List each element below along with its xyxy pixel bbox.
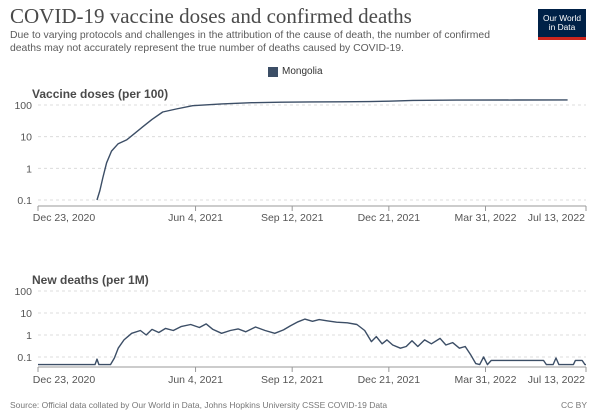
deaths-y-tick-label: 100 xyxy=(14,286,32,298)
vaccine-x-tick-label: Jul 13, 2022 xyxy=(528,212,585,224)
license-label[interactable]: CC BY xyxy=(561,400,587,410)
vaccine-y-tick-label: 1 xyxy=(26,163,32,175)
vaccine-x-tick-label: Mar 31, 2022 xyxy=(455,212,517,224)
deaths-y-tick-label: 1 xyxy=(26,330,32,342)
vaccine-x-tick-label: Dec 23, 2020 xyxy=(33,212,96,224)
deaths-y-tick-label: 0.1 xyxy=(17,352,32,364)
deaths-x-tick-label: Mar 31, 2022 xyxy=(455,374,517,386)
chart-title: COVID-19 vaccine doses and confirmed dea… xyxy=(10,4,412,28)
vaccine-y-tick-label: 100 xyxy=(14,100,32,112)
source-note: Source: Official data collated by Our Wo… xyxy=(10,400,388,410)
vaccine-x-tick-label: Dec 21, 2021 xyxy=(358,212,421,224)
chart-subtitle: Due to varying protocols and challenges … xyxy=(10,30,490,54)
legend-swatch xyxy=(268,66,278,77)
panel-title-deaths: New deaths (per 1M) xyxy=(32,273,149,287)
vaccine-x-tick-label: Sep 12, 2021 xyxy=(261,212,324,224)
legend[interactable]: Mongolia xyxy=(268,66,323,77)
deaths-x-tick-label: Dec 23, 2020 xyxy=(33,374,96,386)
panel-title-vaccine: Vaccine doses (per 100) xyxy=(32,87,169,101)
deaths-y-tick-label: 10 xyxy=(20,308,32,320)
vaccine-y-tick-label: 10 xyxy=(20,132,32,144)
vaccine-x-tick-label: Jun 4, 2021 xyxy=(168,212,223,224)
legend-label: Mongolia xyxy=(282,66,323,77)
vaccine-y-tick-label: 0.1 xyxy=(17,195,32,207)
deaths-x-tick-label: Dec 21, 2021 xyxy=(358,374,421,386)
logo-line-1: Our World xyxy=(542,13,581,23)
footer: Source: Official data collated by Our Wo… xyxy=(10,400,587,410)
deaths-x-tick-label: Jun 4, 2021 xyxy=(168,374,223,386)
deaths-series-line-mongolia xyxy=(38,318,586,366)
deaths-x-tick-label: Sep 12, 2021 xyxy=(261,374,324,386)
deaths-x-tick-label: Jul 13, 2022 xyxy=(528,374,585,386)
vaccine-series-line-mongolia xyxy=(96,99,568,201)
logo-line-2: in Data xyxy=(548,22,576,32)
owid-logo[interactable]: Our World in Data xyxy=(538,9,586,40)
